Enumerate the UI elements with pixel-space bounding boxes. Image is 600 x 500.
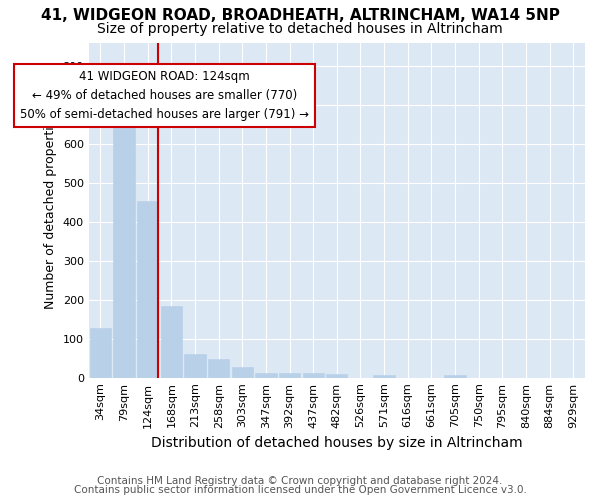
Bar (326, 374, 347, 378)
Text: 41, WIDGEON ROAD, BROADHEATH, ALTRINCHAM, WA14 5NP: 41, WIDGEON ROAD, BROADHEATH, ALTRINCHAM… (41, 8, 559, 22)
Bar (90, 328, 111, 378)
Bar (113, 120, 135, 378)
Bar (279, 372, 300, 378)
Text: Contains public sector information licensed under the Open Government Licence v3: Contains public sector information licen… (74, 485, 526, 495)
Bar (373, 374, 395, 378)
Bar (255, 373, 277, 378)
Text: Contains HM Land Registry data © Crown copyright and database right 2024.: Contains HM Land Registry data © Crown c… (97, 476, 503, 486)
X-axis label: Distribution of detached houses by size in Altrincham: Distribution of detached houses by size … (151, 436, 523, 450)
Bar (232, 367, 253, 378)
Text: Size of property relative to detached houses in Altrincham: Size of property relative to detached ho… (97, 22, 503, 36)
Bar (184, 354, 206, 378)
Bar (208, 360, 229, 378)
Bar (161, 306, 182, 378)
Y-axis label: Number of detached properties: Number of detached properties (44, 112, 57, 308)
Text: 41 WIDGEON ROAD: 124sqm
← 49% of detached houses are smaller (770)
50% of semi-d: 41 WIDGEON ROAD: 124sqm ← 49% of detache… (20, 70, 309, 121)
Bar (302, 373, 324, 378)
Bar (445, 374, 466, 378)
Bar (137, 201, 158, 378)
